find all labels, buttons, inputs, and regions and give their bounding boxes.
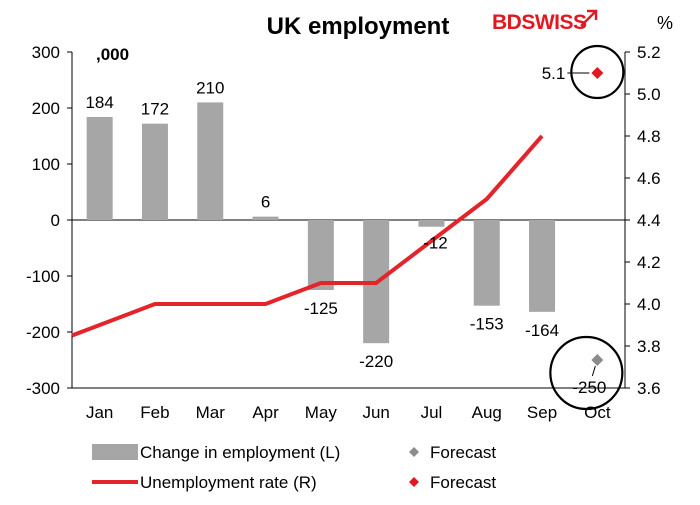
bar-data-label: -164 [525,321,559,340]
unemployment-rate-line [71,134,544,338]
line-series [71,134,544,338]
bar-data-label: 210 [196,78,224,97]
bar-series [86,102,556,344]
data-labels: 184 172 210 6 -125 -220 -12 -153 -164 [85,78,559,371]
legend-swatch-bar [92,444,138,460]
left-tick-label: -100 [26,267,60,286]
brand-logo-text-bd: BD [492,11,522,34]
right-axis-unit-label: % [657,13,673,33]
bar-mar [197,102,224,220]
bar-jan [86,116,113,220]
bar-jul [418,220,445,227]
right-tick-label: 4.4 [637,211,661,230]
right-tick-label: 3.6 [637,379,661,398]
legend-label: Change in employment (L) [140,443,340,462]
legend-swatch-diamond [409,447,419,457]
unemployment-forecast-label: 5.1 [542,64,566,83]
legend: Change in employment (L) Forecast Unemploy… [92,443,496,492]
brand-logo-text: BDSWISS [492,11,587,34]
x-tick-label: Aug [472,403,502,422]
legend-item: Change in employment (L) [92,443,340,462]
employment-forecast-marker [591,354,604,366]
x-tick-label: Sep [527,403,557,422]
bar-sep [529,220,556,312]
left-tick-label: 300 [32,43,60,62]
bar-data-label: -220 [359,352,393,371]
legend-item: Unemployment rate (R) [92,473,317,492]
x-tick-label: Jun [362,403,389,422]
bar-apr [252,216,279,220]
bar-feb [141,123,168,220]
legend-label: Unemployment rate (R) [140,473,317,492]
x-tick-label: May [305,403,338,422]
left-tick-label: 200 [32,99,60,118]
bar-aug [473,220,500,306]
employment-forecast-label: -250 [572,378,606,397]
unemployment-forecast-marker [591,67,604,79]
right-tick-label: 4.0 [637,295,661,314]
bar-data-label: 6 [261,193,270,212]
chart-title: UK employment [267,13,450,40]
left-tick-label: -300 [26,379,60,398]
x-tick-label: Apr [252,403,279,422]
x-tick-label: Oct [584,403,611,422]
legend-label: Forecast [430,473,496,492]
legend-item: Forecast [409,443,496,462]
bar-data-label: 184 [85,93,113,112]
bar-data-label: 172 [141,100,169,119]
legend-item: Forecast [409,473,496,492]
bar-data-label: -153 [470,315,504,334]
left-tick-label: 0 [51,211,60,230]
forecast-highlight-circle [570,44,625,100]
arrow-upright-icon [580,9,598,27]
x-tick-label: Feb [140,403,169,422]
x-tick-label: Jul [421,403,443,422]
x-tick-label: Mar [196,403,226,422]
left-axis-unit-label: ,000 [96,45,129,64]
right-tick-label: 5.0 [637,85,661,104]
bar-data-label: -125 [304,299,338,318]
right-tick-label: 5.2 [637,43,661,62]
right-tick-label: 4.8 [637,127,661,146]
legend-label: Forecast [430,443,496,462]
right-tick-label: 3.8 [637,337,661,356]
brand-logo: BDSWISS [492,9,598,34]
legend-swatch-diamond [409,477,419,487]
brand-logo-text-swiss: SWISS [521,11,587,34]
left-tick-label: 100 [32,155,60,174]
right-tick-label: 4.2 [637,253,661,272]
bar-data-label: -12 [423,234,448,253]
bar-may [307,220,334,290]
forecast-markers: 5.1 -250 [542,44,625,411]
forecast-highlight-circle [549,335,624,411]
x-tick-label: Jan [86,403,113,422]
forecast-label-leader [591,365,596,377]
left-tick-label: -200 [26,323,60,342]
axes: -300 -200 -100 0 100 200 300 3.6 3.8 4.0 4.2 4.4 4.6… [26,43,661,422]
right-tick-label: 4.6 [637,169,661,188]
